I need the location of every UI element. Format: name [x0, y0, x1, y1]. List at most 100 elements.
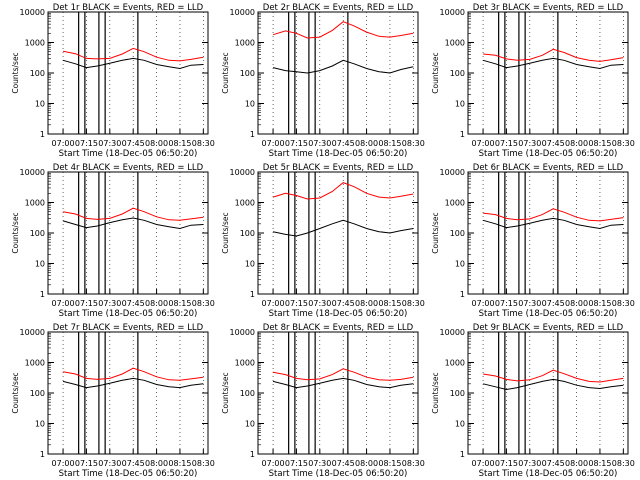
x-tick-label: 07:00: [472, 299, 495, 308]
x-tick-label: 07:45: [122, 459, 145, 468]
x-tick-label: 07:15: [495, 459, 518, 468]
y-tick-label: 1: [40, 130, 45, 139]
series-line-events: [62, 217, 204, 230]
y-tick-label: 10000: [230, 8, 255, 17]
panel-title: Det 4r BLACK = Events, RED = LLD: [53, 163, 204, 173]
y-tick-label: 100: [30, 229, 45, 238]
series-line-lld: [63, 47, 204, 62]
plot-frame: [257, 171, 419, 295]
series-line-lld: [272, 182, 414, 200]
x-tick-label: 08:30: [402, 139, 425, 148]
y-tick-label: 100: [30, 389, 45, 398]
x-tick-label: 07:00: [52, 459, 75, 468]
y-axis-label: Counts/sec: [221, 52, 230, 93]
x-tick-label: 08:30: [402, 459, 425, 468]
series-line-events: [482, 57, 624, 70]
x-tick-label: 07:15: [495, 139, 518, 148]
x-tick-label: 07:30: [98, 139, 121, 148]
panel-title: Det 5r BLACK = Events, RED = LLD: [263, 163, 414, 173]
y-tick-label: 10000: [440, 328, 465, 337]
series-line-lld: [273, 368, 414, 381]
series-line-events: [272, 59, 414, 74]
series-line-lld: [63, 367, 204, 381]
x-tick-label: 08:00: [145, 459, 168, 468]
x-tick-label: 08:00: [565, 139, 588, 148]
y-tick-label: 1000: [25, 359, 45, 368]
y-axis-label: Counts/sec: [221, 212, 230, 253]
y-tick-label: 1000: [445, 39, 465, 48]
y-tick-label: 10000: [20, 8, 45, 17]
series-line-events: [62, 377, 204, 389]
x-tick-label: 08:00: [145, 139, 168, 148]
panel-title: Det 8r BLACK = Events, RED = LLD: [263, 323, 414, 333]
y-axis-label: Counts/sec: [221, 372, 230, 413]
x-tick-label: 08:00: [145, 299, 168, 308]
plot-frame: [47, 331, 209, 455]
y-tick-label: 1: [40, 290, 45, 299]
x-axis-label: Start Time (18-Dec-05 06:50:20): [269, 469, 408, 479]
y-axis-label: Counts/sec: [11, 52, 20, 93]
y-axis-label: Counts/sec: [11, 212, 20, 253]
panel-title: Det 6r BLACK = Events, RED = LLD: [473, 163, 624, 173]
y-tick-label: 1000: [25, 199, 45, 208]
x-tick-label: 08:00: [565, 299, 588, 308]
x-axis-label: Start Time (18-Dec-05 06:50:20): [269, 309, 408, 319]
x-tick-label: 07:00: [262, 299, 285, 308]
y-tick-label: 1: [250, 450, 255, 459]
x-tick-label: 07:15: [285, 459, 308, 468]
y-tick-label: 10: [245, 260, 255, 269]
y-tick-label: 10: [245, 100, 255, 109]
detector-panel: Det 9r BLACK = Events, RED = LLD 1 10 100 10…: [431, 323, 635, 479]
plot-frame: [47, 11, 209, 135]
x-tick-label: 07:30: [518, 459, 541, 468]
y-tick-label: 1000: [235, 39, 255, 48]
x-tick-label: 08:30: [192, 459, 215, 468]
x-axis-label: Start Time (18-Dec-05 06:50:20): [59, 149, 198, 159]
panel-title: Det 2r BLACK = Events, RED = LLD: [263, 3, 414, 13]
x-tick-label: 07:15: [285, 299, 308, 308]
x-tick-label: 07:45: [542, 139, 565, 148]
detector-panel: Det 8r BLACK = Events, RED = LLD 1 10 100 10…: [221, 323, 425, 479]
x-tick-label: 08:15: [588, 299, 611, 308]
y-tick-label: 10000: [20, 328, 45, 337]
y-tick-label: 100: [450, 229, 465, 238]
x-tick-label: 07:30: [308, 299, 331, 308]
x-tick-label: 07:30: [518, 299, 541, 308]
x-tick-label: 07:45: [332, 299, 355, 308]
detector-panel: Det 2r BLACK = Events, RED = LLD 1 10 100 10…: [221, 3, 425, 159]
y-tick-label: 100: [450, 69, 465, 78]
x-tick-label: 08:00: [355, 139, 378, 148]
x-tick-label: 08:15: [378, 139, 401, 148]
y-tick-label: 10: [245, 420, 255, 429]
y-tick-label: 1: [460, 290, 465, 299]
y-tick-label: 1: [40, 450, 45, 459]
y-tick-label: 10: [35, 260, 45, 269]
x-tick-label: 07:30: [518, 139, 541, 148]
y-tick-label: 1: [460, 130, 465, 139]
panel-title: Det 1r BLACK = Events, RED = LLD: [53, 3, 204, 13]
y-axis-label: Counts/sec: [431, 212, 440, 253]
y-tick-label: 10: [455, 260, 465, 269]
detector-panel: Det 7r BLACK = Events, RED = LLD 1 10 100 10…: [11, 323, 215, 479]
detector-panel: Det 6r BLACK = Events, RED = LLD 1 10 100 10…: [431, 163, 635, 319]
detector-panel: Det 5r BLACK = Events, RED = LLD 1 10 100 10…: [221, 163, 425, 319]
y-tick-label: 1: [250, 130, 255, 139]
series-line-events: [62, 57, 204, 70]
x-tick-label: 07:00: [52, 299, 75, 308]
x-tick-label: 07:00: [262, 459, 285, 468]
panel-title: Det 9r BLACK = Events, RED = LLD: [473, 323, 624, 333]
series-line-lld: [63, 207, 204, 221]
x-tick-label: 08:15: [588, 459, 611, 468]
series-line-events: [272, 377, 414, 389]
x-axis-label: Start Time (18-Dec-05 06:50:20): [479, 469, 618, 479]
x-tick-label: 08:15: [378, 459, 401, 468]
x-tick-label: 07:45: [332, 139, 355, 148]
series-line-events: [482, 378, 624, 391]
x-tick-label: 07:15: [75, 459, 98, 468]
x-axis-label: Start Time (18-Dec-05 06:50:20): [479, 149, 618, 159]
detector-panel: Det 4r BLACK = Events, RED = LLD 1 10 100 10…: [11, 163, 215, 319]
detector-panel: Det 3r BLACK = Events, RED = LLD 1 10 100 10…: [431, 3, 635, 159]
x-axis-label: Start Time (18-Dec-05 06:50:20): [59, 309, 198, 319]
y-tick-label: 100: [30, 69, 45, 78]
